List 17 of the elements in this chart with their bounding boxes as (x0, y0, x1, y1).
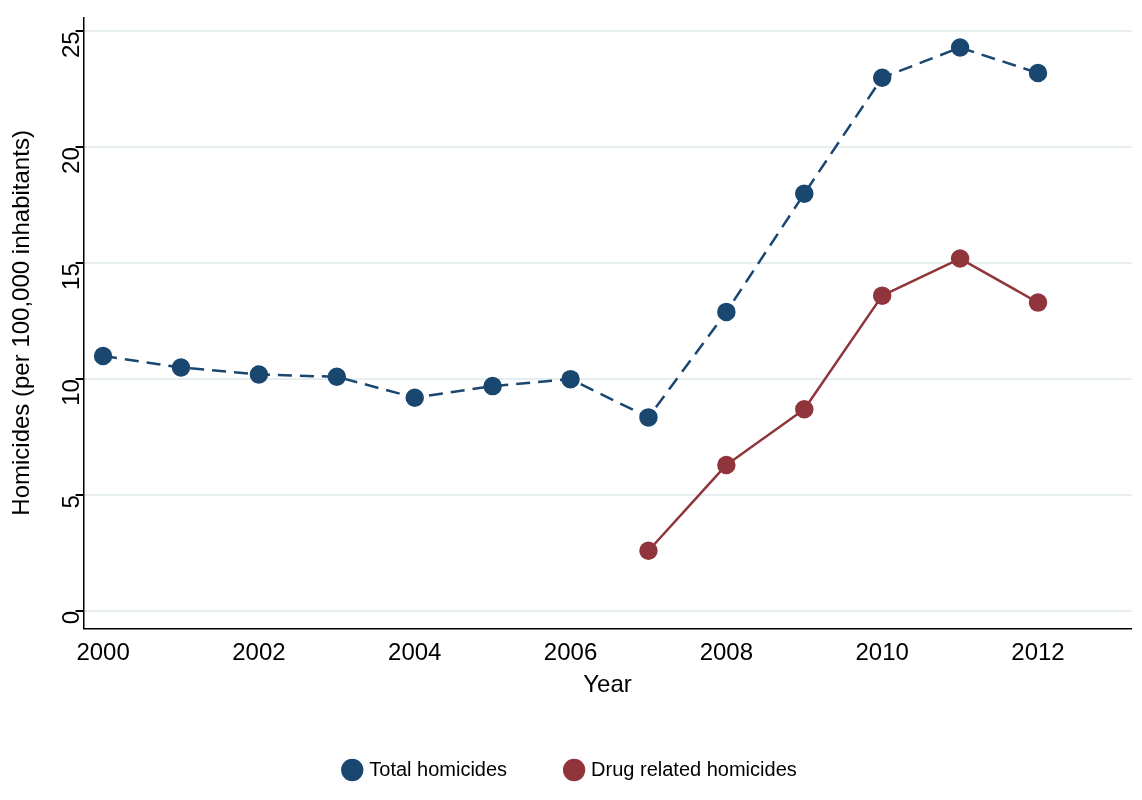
y-tick-label: 0 (57, 611, 85, 625)
y-tick-label: 15 (57, 263, 85, 290)
y-tick-label: 20 (57, 147, 85, 174)
x-tick-label: 2000 (76, 638, 130, 666)
y-tick-label: 5 (57, 495, 85, 509)
x-tick-label: 2006 (543, 638, 598, 666)
y-tick-label: 10 (57, 379, 85, 406)
x-tick-label: 2008 (699, 638, 754, 666)
x-tick-label: 2012 (1011, 638, 1065, 666)
x-tick-label: 2010 (855, 638, 909, 666)
x-tick-label: 2004 (388, 638, 442, 666)
legend-label: Total homicides (369, 757, 508, 780)
y-axis-title: Homicides (per 100,000 inhabitants) (7, 130, 35, 516)
x-axis-title: Year (583, 670, 632, 698)
x-tick-label: 2002 (232, 638, 286, 666)
y-tick-label: 25 (57, 31, 85, 59)
legend-label: Drug related homicides (591, 757, 797, 780)
